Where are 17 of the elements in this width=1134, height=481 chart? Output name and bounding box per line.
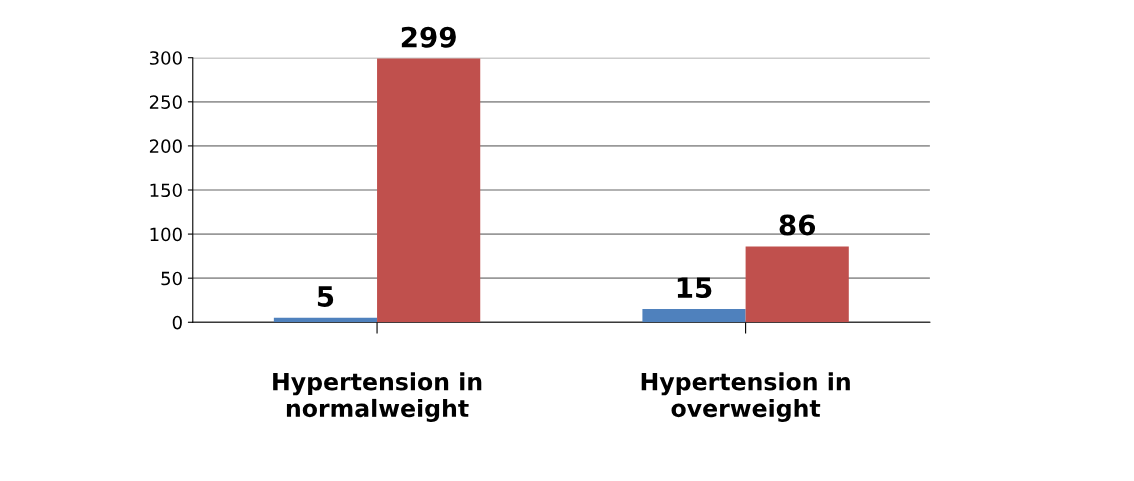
x-tick-label: Hypertension in overweight bbox=[641, 372, 850, 422]
bar bbox=[273, 317, 378, 323]
bar bbox=[377, 58, 481, 323]
x-tick-label: Hypertension in normalweight bbox=[273, 372, 482, 422]
data-label: 15 bbox=[677, 277, 712, 299]
y-tick-label: 250 bbox=[149, 95, 182, 109]
y-tick-label: 0 bbox=[172, 315, 182, 330]
y-tick-label: 150 bbox=[150, 183, 182, 198]
y-tick-label: 200 bbox=[149, 139, 182, 154]
bar bbox=[745, 246, 849, 323]
y-tick-label: 100 bbox=[150, 227, 182, 242]
data-label: 86 bbox=[779, 214, 816, 236]
y-tick-label: 50 bbox=[161, 271, 182, 286]
data-label: 5 bbox=[317, 286, 334, 307]
bar bbox=[642, 309, 746, 323]
data-label: 299 bbox=[401, 26, 456, 48]
y-tick-label: 300 bbox=[149, 51, 182, 65]
